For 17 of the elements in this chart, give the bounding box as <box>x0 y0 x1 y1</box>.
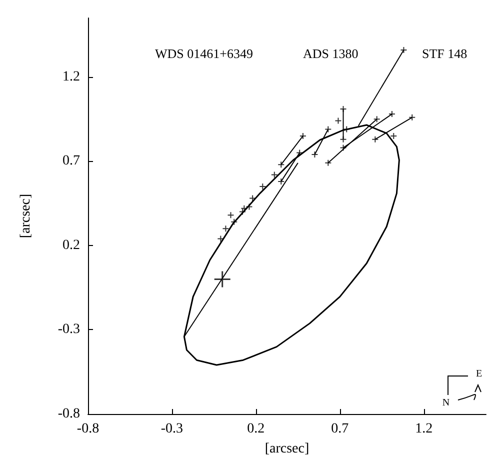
x-tick-label: -0.8 <box>76 422 100 436</box>
annotation: N <box>442 398 450 408</box>
y-tick-label: 0.7 <box>62 154 80 169</box>
annotation: WDS 01461+6349 <box>154 46 253 61</box>
x-tick-label: 0.2 <box>247 422 265 436</box>
annotation: E <box>476 368 482 380</box>
x-axis-title: [arcsec] <box>264 442 310 456</box>
annotation: STF 148 <box>422 46 468 61</box>
y-axis-title: [arcsec] <box>18 194 34 238</box>
x-tick-label: -0.3 <box>160 422 184 436</box>
y-tick-label: 1.2 <box>62 69 80 84</box>
y-tick-label: -0.8 <box>58 406 80 422</box>
annotation: ADS 1380 <box>302 46 358 61</box>
x-tick-label: 1.2 <box>415 422 433 436</box>
x-tick-label: 0.7 <box>331 422 349 436</box>
y-tick-label: 0.2 <box>62 238 80 253</box>
y-tick-label: -0.3 <box>58 322 80 338</box>
